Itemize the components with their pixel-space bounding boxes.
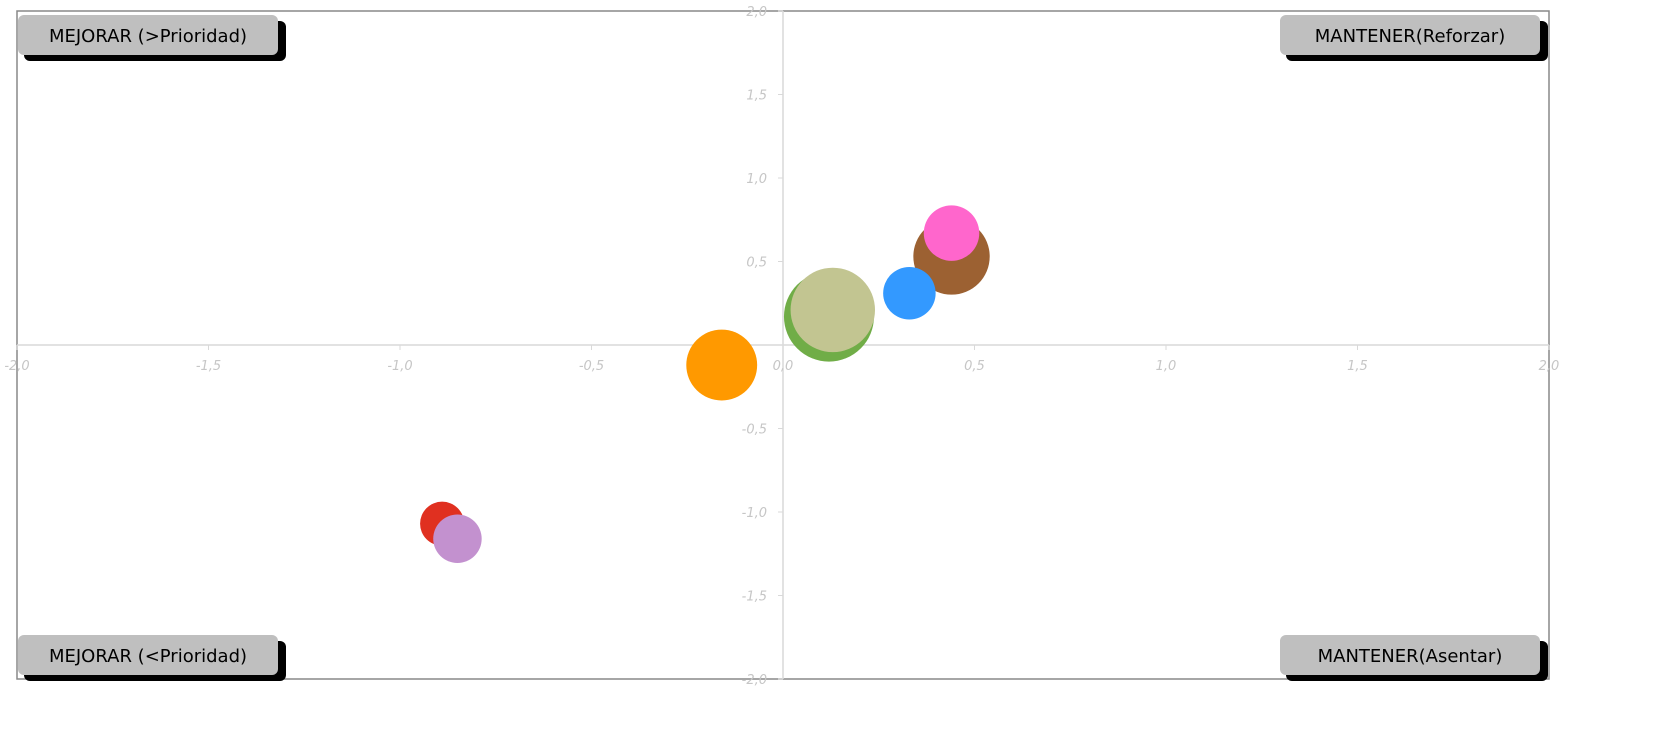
data-points	[420, 205, 990, 563]
x-tick-label: 0,0	[773, 359, 794, 374]
y-tick-label: 2,0	[746, 5, 767, 20]
y-tick-label: -1,5	[742, 590, 767, 605]
tick-labels: -2,0 -1,5 -1,0 -0,5 0,0 0,5 1,0 1,5 2,0 2,0 1,5 1,0…	[4, 5, 1559, 688]
bubble-point	[790, 267, 876, 353]
bubble-point	[686, 329, 758, 401]
y-tick-label: 1,5	[746, 89, 767, 104]
x-tick-label: 0,5	[964, 359, 985, 374]
x-tick-label: -0,5	[579, 359, 604, 374]
y-tick-label: 1,0	[746, 172, 767, 187]
quadrant-label-bottom-left-text: MEJORAR (<Prioridad)	[49, 646, 247, 667]
y-tick-label: -0,5	[742, 423, 767, 438]
x-tick-label: 1,5	[1347, 359, 1368, 374]
y-tick-label: -1,0	[742, 506, 767, 521]
quadrant-label-bottom-right-text: MANTENER(Asentar)	[1318, 646, 1503, 667]
quadrant-label-top-left-text: MEJORAR (>Prioridad)	[49, 26, 247, 47]
bubble-point	[883, 266, 936, 320]
bubble-point	[433, 514, 482, 563]
x-tick-label: 2,0	[1539, 359, 1560, 374]
x-tick-label: -1,0	[387, 359, 412, 374]
quadrant-label-top-right: MANTENER(Reforzar)	[1280, 15, 1548, 61]
bubble-point	[923, 205, 980, 261]
x-tick-label: -1,5	[196, 359, 221, 374]
y-tick-label: 0,5	[746, 256, 767, 271]
x-tick-label: -2,0	[4, 359, 29, 374]
x-tick-label: 1,0	[1156, 359, 1177, 374]
quadrant-label-bottom-right: MANTENER(Asentar)	[1280, 635, 1548, 681]
quadrant-label-top-left: MEJORAR (>Prioridad)	[18, 15, 286, 61]
quadrant-label-bottom-left: MEJORAR (<Prioridad)	[18, 635, 286, 681]
y-tick-label: -2,0	[742, 673, 767, 688]
quadrant-label-top-right-text: MANTENER(Reforzar)	[1315, 26, 1505, 47]
